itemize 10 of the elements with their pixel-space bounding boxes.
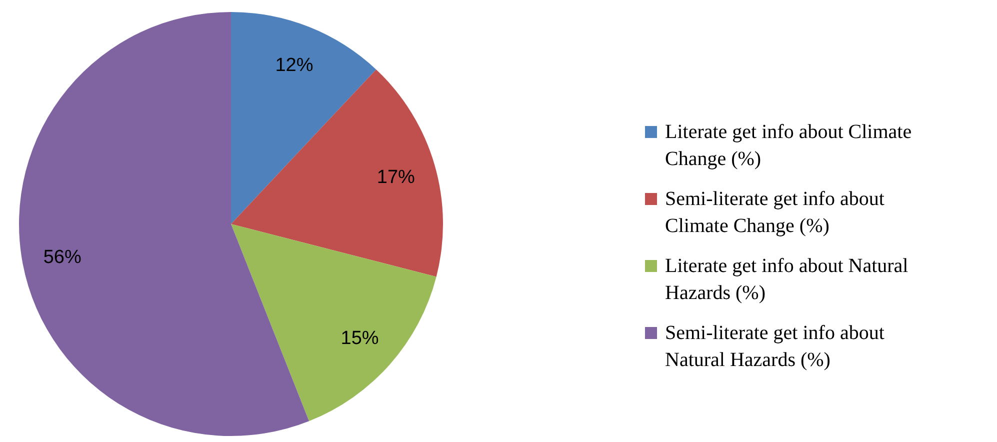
pie-slice [231,224,436,422]
pie-slice [231,12,376,224]
legend-label: Semi-literate get info about Climate Change (%) [665,188,885,237]
data-label: 56% [43,246,82,268]
legend-label: Semi-literate get info about Natural Hazards (%) [665,322,885,371]
legend-label: Literate get info about Climate Change (%) [665,121,912,170]
data-label: 15% [340,328,379,350]
data-label: 12% [275,54,314,76]
legend-label: Literate get info about Natural Hazards (%) [665,255,909,304]
data-label: 17% [376,166,416,188]
